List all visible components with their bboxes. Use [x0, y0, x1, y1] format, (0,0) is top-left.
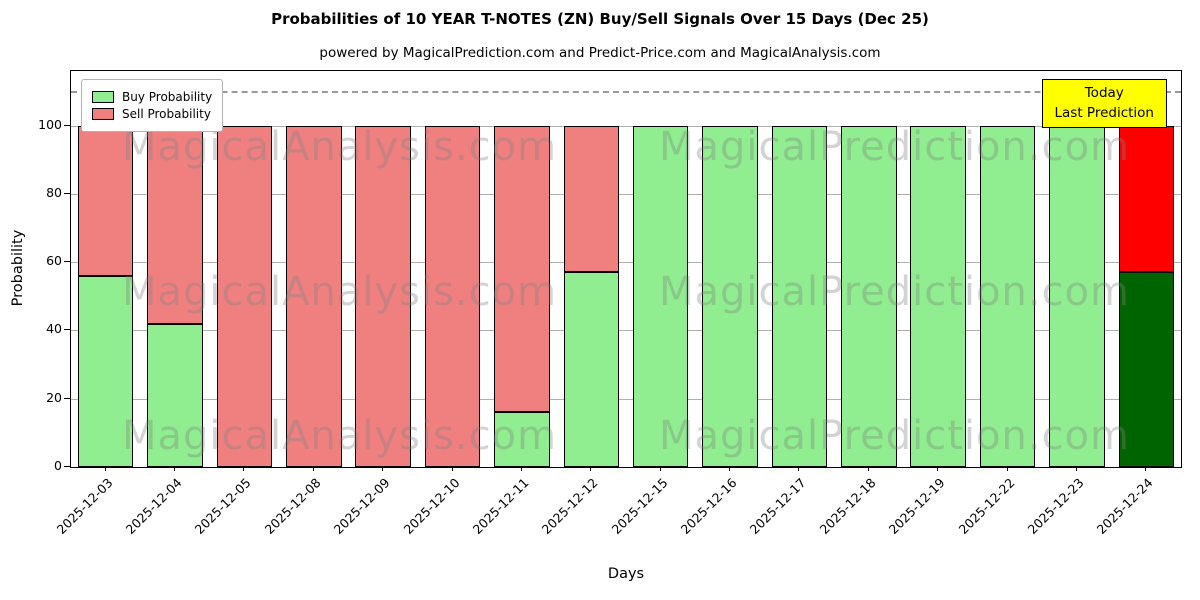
x-tick-mark [659, 466, 661, 471]
y-tick-label: 0 [54, 458, 62, 473]
y-tick-label: 40 [46, 321, 62, 337]
y-tick-mark [64, 261, 70, 263]
x-tick-mark [937, 466, 939, 471]
y-tick-mark [64, 329, 70, 331]
bar-segment [147, 125, 203, 324]
y-tick-label: 60 [46, 253, 62, 269]
bar-segment [841, 125, 897, 467]
bar-segment [979, 125, 1036, 467]
x-tick-mark [1075, 466, 1077, 471]
gridline [71, 398, 1181, 400]
y-tick-label: 20 [46, 389, 62, 405]
bar-segment [1049, 125, 1105, 467]
bar-segment [77, 275, 134, 467]
bar-segment [494, 125, 550, 413]
buy-swatch-icon [92, 91, 114, 103]
x-tick-mark [104, 466, 106, 471]
gridline [71, 193, 1181, 195]
gridline [71, 125, 1181, 127]
legend-label-buy: Buy Probability [122, 90, 213, 104]
bar-segment [771, 125, 828, 467]
y-tick-mark [64, 192, 70, 194]
chart-title: Probabilities of 10 YEAR T-NOTES (ZN) Bu… [271, 10, 929, 28]
x-tick-mark [590, 466, 592, 471]
bar-segment [216, 125, 273, 467]
x-tick-mark [520, 466, 522, 471]
x-tick-mark [867, 466, 869, 471]
today-annotation-line2: Last Prediction [1054, 104, 1154, 121]
x-tick-mark [312, 466, 314, 471]
gridline [71, 330, 1181, 332]
bar-segment [424, 125, 481, 467]
x-tick-mark [1145, 466, 1147, 471]
bar-segment [910, 125, 966, 467]
bar-segment [355, 125, 411, 467]
legend-entry-sell: Sell Probability [92, 107, 212, 121]
bar-segment [77, 125, 134, 276]
bar-segment [286, 125, 342, 467]
x-tick-mark [729, 466, 731, 471]
x-tick-mark [174, 466, 176, 471]
bar-segment [563, 125, 620, 273]
y-tick-mark [64, 397, 70, 399]
bar-segment [147, 323, 203, 467]
today-annotation: Today Last Prediction [1041, 79, 1167, 129]
y-tick-mark [64, 466, 70, 467]
bar-segment [494, 412, 550, 467]
bar-segment [563, 272, 620, 467]
x-tick-mark [243, 466, 245, 471]
bar-segment [702, 125, 758, 467]
chart-subtitle: powered by MagicalPrediction.com and Pre… [319, 45, 881, 61]
legend-entry-buy: Buy Probability [92, 90, 212, 104]
sell-swatch-icon [92, 108, 114, 120]
gridline [71, 262, 1181, 264]
x-axis-label: Days [607, 566, 645, 582]
plot-area: Buy Probability Sell Probability Today L… [70, 70, 1182, 468]
x-tick-mark [1006, 466, 1008, 471]
bar-segment [1118, 272, 1175, 467]
x-tick-mark [798, 466, 800, 471]
y-tick-mark [64, 124, 70, 126]
today-annotation-line1: Today [1084, 85, 1124, 101]
bar-segment [1118, 125, 1175, 273]
legend-label-sell: Sell Probability [122, 107, 211, 121]
x-tick-mark [382, 466, 384, 471]
y-tick-label: 80 [46, 184, 62, 200]
dashed-reference-line [71, 91, 1181, 94]
bar-segment [632, 125, 689, 467]
x-tick-mark [451, 466, 453, 471]
legend: Buy Probability Sell Probability [81, 79, 224, 132]
y-tick-label: 100 [38, 116, 62, 132]
